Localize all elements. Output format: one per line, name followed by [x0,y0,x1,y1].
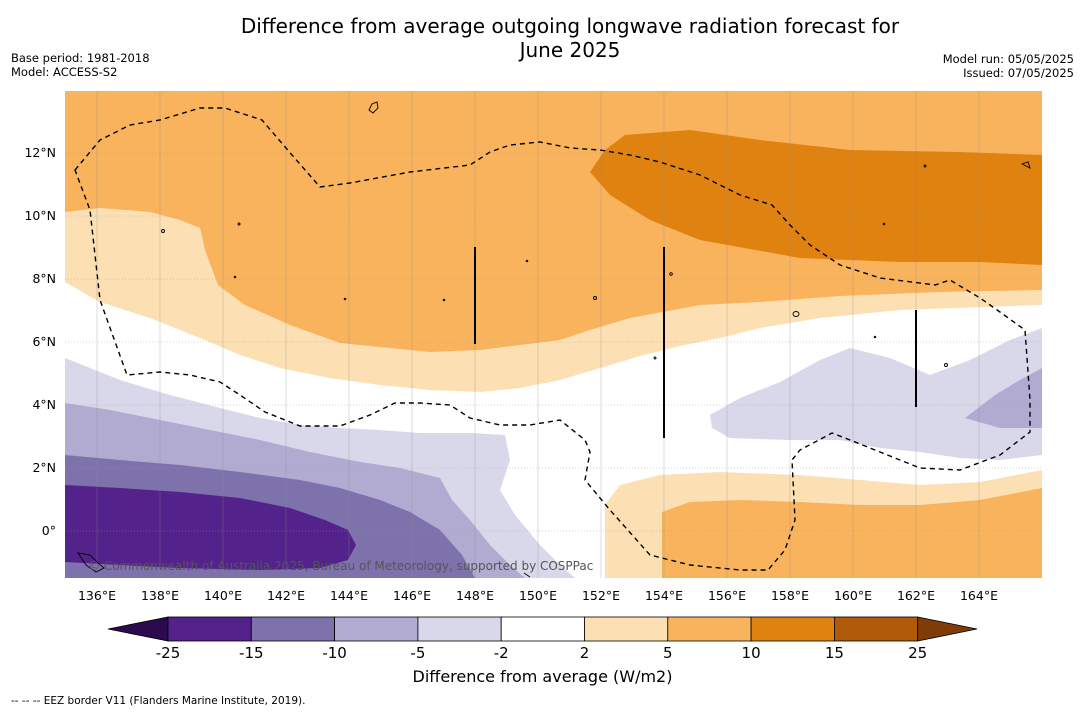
colorbar-tick-label: -2 [494,644,509,662]
islands [77,101,1031,578]
colorbar: -25 -15 -10 -5 -2 2 5 10 15 25 [107,616,978,662]
lon-tick-label: 162°E [897,588,935,603]
lon-tick-label: 144°E [330,588,368,603]
base-info: Base period: 1981-2018 Model: ACCESS-S2 [11,51,150,79]
map-title: Difference from average outgoing longwav… [0,14,1085,62]
negative-east [965,368,1042,428]
colorbar-tick-label: 25 [908,644,927,662]
lon-tick-label: 156°E [708,588,746,603]
lon-tick-label: 160°E [834,588,872,603]
lat-tick-label: 4°N [32,397,56,412]
base-period-text: Base period: 1981-2018 [11,51,150,65]
colorbar-extend-high [917,616,978,642]
colorbar-swatch [500,616,585,642]
issued-text: Issued: 07/05/2025 [963,66,1074,80]
lon-tick-label: 158°E [771,588,809,603]
weak-negative-east [710,328,1042,460]
copyright-text: © Commonwealth of Australia 2025, Bureau… [88,559,593,573]
lon-tick-label: 138°E [141,588,179,603]
lat-tick-label: 0° [42,523,56,538]
colorbar-swatch [250,616,336,642]
lon-tick-label: 146°E [393,588,431,603]
colorbar-tick-label: 15 [825,644,844,662]
lat-tick-label: 2°N [32,460,56,475]
eez-footnote: -- -- -- EEZ border V11 (Flanders Marine… [11,695,306,707]
lon-tick-label: 152°E [582,588,620,603]
lon-tick-label: 164°E [960,588,998,603]
map-title-line1: Difference from average outgoing longwav… [240,14,900,38]
lat-tick-label: 8°N [32,271,56,286]
colorbar-swatch [167,616,252,642]
colorbar-swatch [334,616,419,642]
colorbar-swatch [667,616,752,642]
colorbar-tick-label: -15 [239,644,264,662]
lon-tick-label: 136°E [78,588,116,603]
lat-tick-label: 10°N [24,208,56,223]
model-run-text: Model run: 05/05/2025 [942,52,1074,66]
run-info: Model run: 05/05/2025 Issued: 07/05/2025 [943,52,1074,80]
colorbar-tick-label: -10 [322,644,347,662]
colorbar-title: Difference from average (W/m2) [412,667,673,686]
lat-tick-label: 12°N [24,145,56,160]
grid-lines [65,152,1042,532]
lon-tick-label: 154°E [645,588,683,603]
colorbar-swatch [834,616,919,642]
colorbar-tick-label: -25 [156,644,181,662]
colorbar-swatch [584,616,669,642]
model-text: Model: ACCESS-S2 [11,65,118,79]
map-title-line2: June 2025 [519,38,621,62]
very-strong-negative-region [65,485,356,570]
eez-border [74,107,1031,571]
colorbar-tick-label: 5 [663,644,673,662]
colorbar-tick-label: 10 [742,644,761,662]
colorbar-tick-label: -5 [410,644,425,662]
longitude-ticks: 136°E 138°E 140°E 142°E 144°E 146°E 148°E 150°E… [78,588,998,603]
lon-tick-label: 140°E [204,588,242,603]
colorbar-swatch [417,616,502,642]
positive-southeast [662,488,1042,578]
map-plot-area: © Commonwealth of Australia 2025, Bureau… [65,91,1042,578]
lon-tick-label: 142°E [267,588,305,603]
colorbar-tick-label: 2 [580,644,590,662]
lon-tick-label: 150°E [519,588,557,603]
latitude-ticks: 12°N 10°N 8°N 6°N 4°N 2°N 0° [24,145,56,538]
colorbar-swatch [750,616,835,642]
colorbar-extend-low [107,616,169,642]
strong-positive-region [590,130,1042,265]
lat-tick-label: 6°N [32,334,56,349]
lon-tick-label: 148°E [456,588,494,603]
